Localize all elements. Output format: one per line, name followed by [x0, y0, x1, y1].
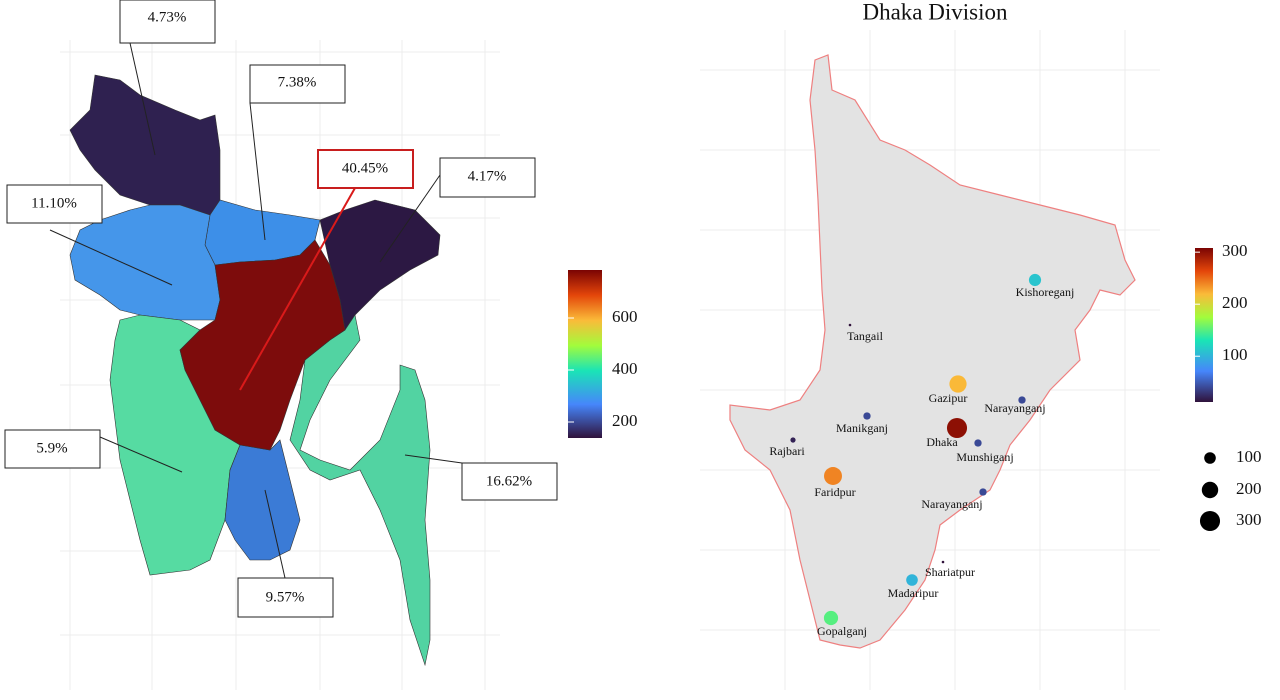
- district-points: Kishoreganj Tangail Gazipur Narayanganj Mani…: [769, 273, 1075, 638]
- district-name: Kishoreganj: [1016, 285, 1075, 299]
- district-name: Gopalganj: [817, 624, 867, 638]
- colorbar-tick-label: 200: [1222, 293, 1248, 312]
- district-name: Narayanganj: [984, 401, 1045, 415]
- region-label: 4.73%: [148, 9, 187, 25]
- district-name: Rajbari: [769, 444, 805, 458]
- region-label: 40.45%: [342, 160, 388, 176]
- district-name: Dhaka: [926, 435, 958, 449]
- region-label: 7.38%: [278, 74, 317, 90]
- district-point: [848, 323, 852, 327]
- dhaka-division-outline: [729, 54, 1136, 649]
- region-dhaka: [179, 239, 346, 451]
- district-name: Shariatpur: [925, 565, 975, 579]
- district-name: Narayanganj: [921, 497, 982, 511]
- district-name: Gazipur: [929, 391, 968, 405]
- right-colorbar: [1195, 248, 1213, 402]
- district-point: [979, 488, 987, 496]
- bangladesh-map: [69, 74, 441, 667]
- district-point: [790, 437, 796, 443]
- district-name: Munshiganj: [956, 450, 1013, 464]
- district-name: Manikganj: [836, 421, 888, 435]
- region-label: 4.17%: [468, 168, 507, 184]
- size-legend-label: 300: [1236, 510, 1262, 529]
- district-name: Madaripur: [888, 586, 939, 600]
- district-point: [1018, 396, 1026, 404]
- colorbar-tick-label: 400: [612, 359, 638, 378]
- district-point: [824, 467, 842, 485]
- district-point: [906, 574, 918, 586]
- region-label: 5.9%: [36, 440, 67, 456]
- colorbar-tick-label: 600: [612, 307, 638, 326]
- district-point: [941, 560, 945, 564]
- region-barisal: [224, 439, 301, 561]
- left-colorbar-ticks: 200 400 600: [568, 307, 638, 430]
- district-name: Tangail: [847, 329, 883, 343]
- district-point: [863, 412, 871, 420]
- size-legend-label: 100: [1236, 447, 1262, 466]
- colorbar-tick-label: 300: [1222, 241, 1248, 260]
- district-name: Faridpur: [814, 485, 855, 499]
- district-point: [823, 610, 839, 626]
- colorbar-tick-label: 200: [612, 411, 638, 430]
- map-title: Dhaka Division: [862, 0, 1008, 24]
- district-point: [1028, 273, 1042, 287]
- colorbar-tick-label: 100: [1222, 345, 1248, 364]
- district-point: [974, 439, 982, 447]
- region-label: 11.10%: [31, 195, 77, 211]
- left-colorbar: [568, 270, 602, 438]
- size-legend-label: 200: [1236, 479, 1262, 498]
- region-labels: 4.73% 7.38% 40.45% 4.17% 11.10% 5.9% 16.…: [4, 0, 558, 618]
- size-legend-key: [1199, 510, 1221, 532]
- size-legend-key: [1201, 481, 1219, 499]
- region-label: 16.62%: [486, 473, 532, 489]
- region-chittagong: [289, 314, 431, 667]
- region-label: 9.57%: [266, 589, 305, 605]
- size-legend-key: [1204, 452, 1216, 464]
- district-point: [949, 375, 967, 393]
- right-colorbar-ticks: 100 200 300: [1195, 241, 1248, 364]
- district-point: [946, 417, 968, 439]
- size-legend: 100 200 300: [1199, 447, 1262, 532]
